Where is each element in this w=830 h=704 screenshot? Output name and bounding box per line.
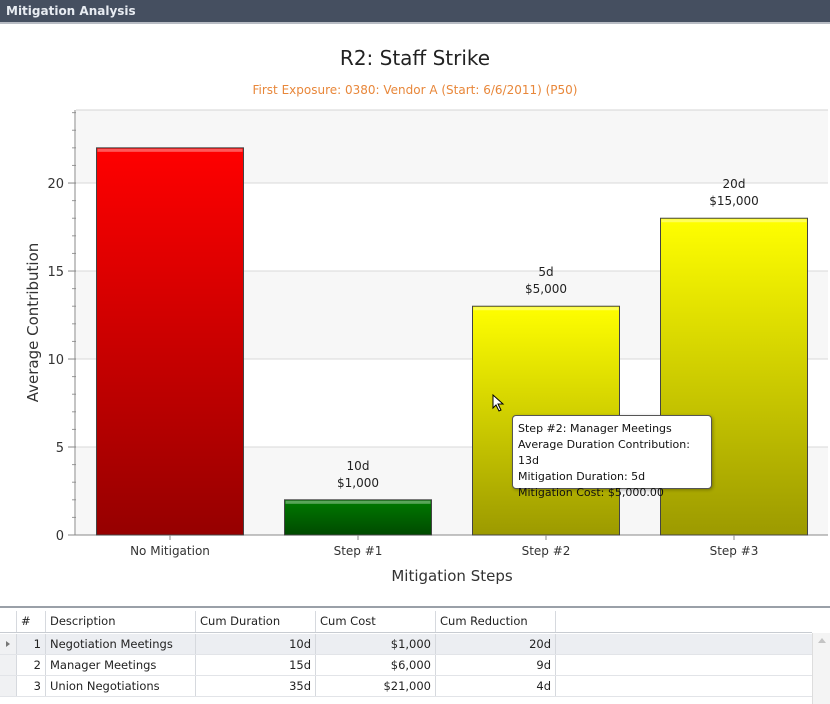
y-axis-label: Average Contribution [24, 243, 42, 403]
tooltip-line: Average Duration Contribution: 13d [518, 438, 690, 467]
table-cell: $1,000 [316, 634, 436, 654]
column-header[interactable]: Description [46, 611, 196, 632]
bar-highlight [97, 148, 243, 152]
column-header[interactable]: # [17, 611, 46, 632]
y-tick-label: 15 [47, 265, 64, 280]
tooltip-line: Mitigation Cost: $5,000.00 [518, 486, 664, 499]
tooltip: Step #2: Manager Meetings Average Durati… [512, 415, 712, 499]
scroll-up-icon[interactable] [818, 638, 826, 643]
row-indicator[interactable] [0, 634, 17, 654]
table-cell: 20d [436, 634, 556, 654]
mouse-cursor-icon [492, 394, 505, 412]
x-tick-label: No Mitigation [130, 544, 210, 558]
row-indicator[interactable] [0, 676, 17, 696]
window-title: Mitigation Analysis [6, 4, 136, 18]
table-row[interactable]: 3 Union Negotiations 35d $21,000 4d [0, 676, 812, 697]
column-header[interactable]: Cum Reduction [436, 611, 556, 632]
bar-highlight [285, 500, 431, 504]
y-tick-label: 5 [56, 441, 64, 456]
bar [96, 147, 244, 536]
x-tick-label: Step #1 [334, 544, 383, 558]
column-header[interactable]: Cum Duration [196, 611, 316, 632]
table-cell: 3 [17, 676, 46, 696]
tooltip-line: Mitigation Duration: 5d [518, 470, 646, 483]
bar-highlight [661, 219, 807, 223]
table-cell: 9d [436, 655, 556, 675]
table-cell: Manager Meetings [46, 655, 196, 675]
data-label: $1,000 [337, 476, 379, 490]
table-row[interactable]: 1 Negotiation Meetings 10d $1,000 20d [0, 634, 812, 655]
table-cell: 35d [196, 676, 316, 696]
y-tick-label: 0 [56, 529, 64, 544]
row-indicator[interactable] [0, 655, 17, 675]
bar-highlight [473, 307, 619, 311]
current-row-arrow-icon [6, 641, 10, 647]
x-tick-label: Step #3 [710, 544, 759, 558]
table-cell: 10d [196, 634, 316, 654]
chart-subtitle: First Exposure: 0380: Vendor A (Start: 6… [252, 83, 578, 97]
table-cell: $6,000 [316, 655, 436, 675]
vertical-scrollbar[interactable] [812, 633, 830, 704]
tooltip-line: Step #2: Manager Meetings [518, 422, 672, 435]
table-cell: Union Negotiations [46, 676, 196, 696]
chart-title: R2: Staff Strike [339, 46, 491, 70]
data-label: 10d [347, 459, 370, 473]
table-cell: 2 [17, 655, 46, 675]
x-tick-label: Step #2 [522, 544, 571, 558]
table-header: # Description Cum Duration Cum Cost Cum … [0, 611, 812, 633]
mitigation-table: # Description Cum Duration Cum Cost Cum … [0, 606, 830, 704]
data-label: $5,000 [525, 282, 567, 296]
table-cell: $21,000 [316, 676, 436, 696]
bar-chart: 0 5 10 15 20 No Mitigation Step #1 10d $1,000 Ste… [24, 109, 828, 585]
table-cell: Negotiation Meetings [46, 634, 196, 654]
y-tick-label: 10 [47, 353, 64, 368]
table-cell: 1 [17, 634, 46, 654]
x-axis-label: Mitigation Steps [391, 567, 513, 585]
y-tick-label: 20 [47, 177, 64, 192]
bar [284, 499, 432, 536]
table-row[interactable]: 2 Manager Meetings 15d $6,000 9d [0, 655, 812, 676]
data-label: 5d [538, 265, 553, 279]
table-cell: 4d [436, 676, 556, 696]
data-label: 20d [723, 177, 746, 191]
row-indicator-header [0, 611, 17, 632]
window-titlebar: Mitigation Analysis [0, 0, 830, 24]
data-label: $15,000 [709, 194, 759, 208]
table-cell: 15d [196, 655, 316, 675]
column-header[interactable]: Cum Cost [316, 611, 436, 632]
